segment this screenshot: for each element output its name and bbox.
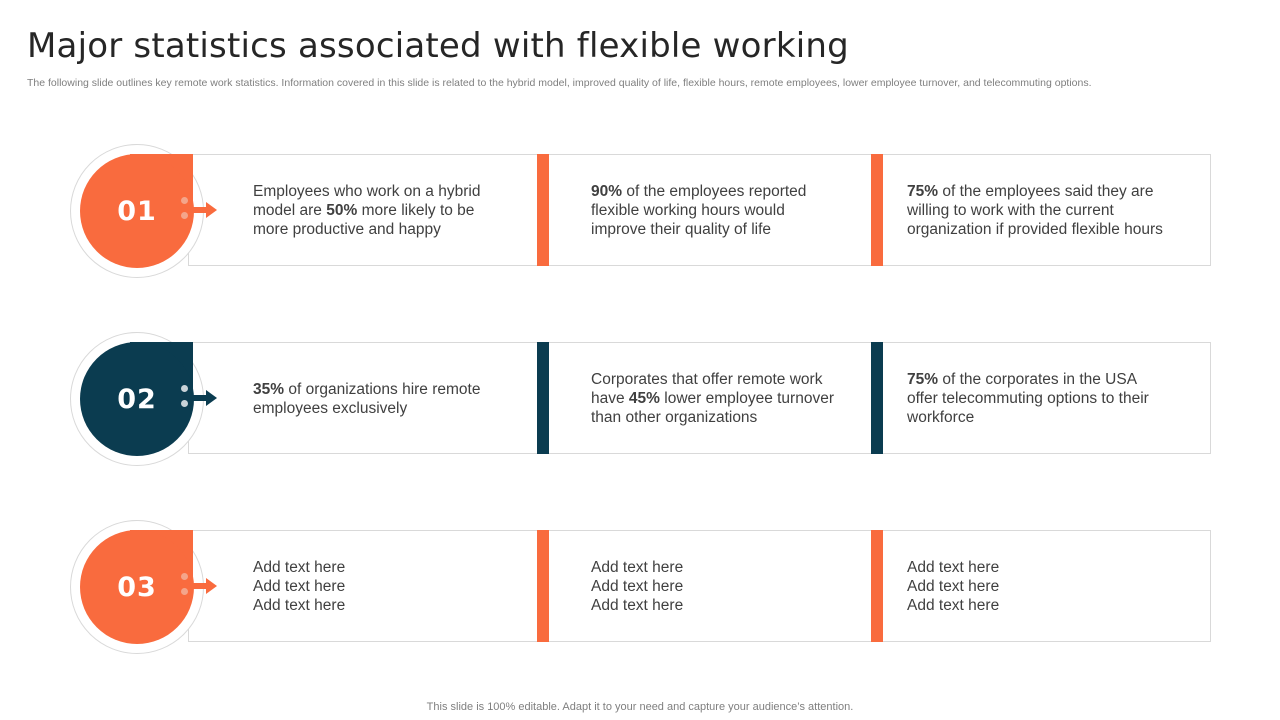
stat-card <box>188 154 1211 266</box>
page-title: Major statistics associated with flexibl… <box>27 26 849 66</box>
stat-text-1: 35% of organizations hire remote employe… <box>253 381 481 417</box>
arrow-right-icon <box>192 390 217 406</box>
arrow-right-icon <box>192 578 217 594</box>
separator-bar <box>871 154 883 266</box>
stat-text-1: Employees who work on a hybrid model are… <box>253 183 481 238</box>
separator-bar <box>537 530 549 642</box>
number-badge: 03 <box>80 530 194 644</box>
arrow-right-icon <box>192 202 217 218</box>
stat-row-03: 03 Add text here Add text here Add text … <box>70 520 1211 654</box>
dots-icon <box>181 385 189 413</box>
separator-bar <box>537 342 549 454</box>
stat-row-01: 01 Employees who work on a hybrid model … <box>70 144 1211 278</box>
page-subtitle: The following slide outlines key remote … <box>27 77 1092 89</box>
separator-bar <box>537 154 549 266</box>
stat-card <box>188 530 1211 642</box>
separator-bar <box>871 530 883 642</box>
stat-text-3: 75% of the corporates in the USA offer t… <box>907 371 1149 426</box>
dots-icon <box>181 197 189 225</box>
stat-text-3: 75% of the employees said they are willi… <box>907 183 1163 238</box>
number-badge: 02 <box>80 342 194 456</box>
separator-bar <box>871 342 883 454</box>
dots-icon <box>181 573 189 601</box>
stat-card <box>188 342 1211 454</box>
stat-text-1: Add text here Add text here Add text her… <box>253 559 346 614</box>
footer-note: This slide is 100% editable. Adapt it to… <box>426 701 854 713</box>
number-badge: 01 <box>80 154 194 268</box>
stat-row-02: 02 35% of organizations hire remote empl… <box>70 332 1211 466</box>
stat-text-2: 90% of the employees reported flexible w… <box>591 183 807 238</box>
stat-text-3: Add text here Add text here Add text her… <box>907 559 1000 614</box>
stat-text-2: Corporates that offer remote work have 4… <box>591 371 834 426</box>
stat-text-2: Add text here Add text here Add text her… <box>591 559 684 614</box>
